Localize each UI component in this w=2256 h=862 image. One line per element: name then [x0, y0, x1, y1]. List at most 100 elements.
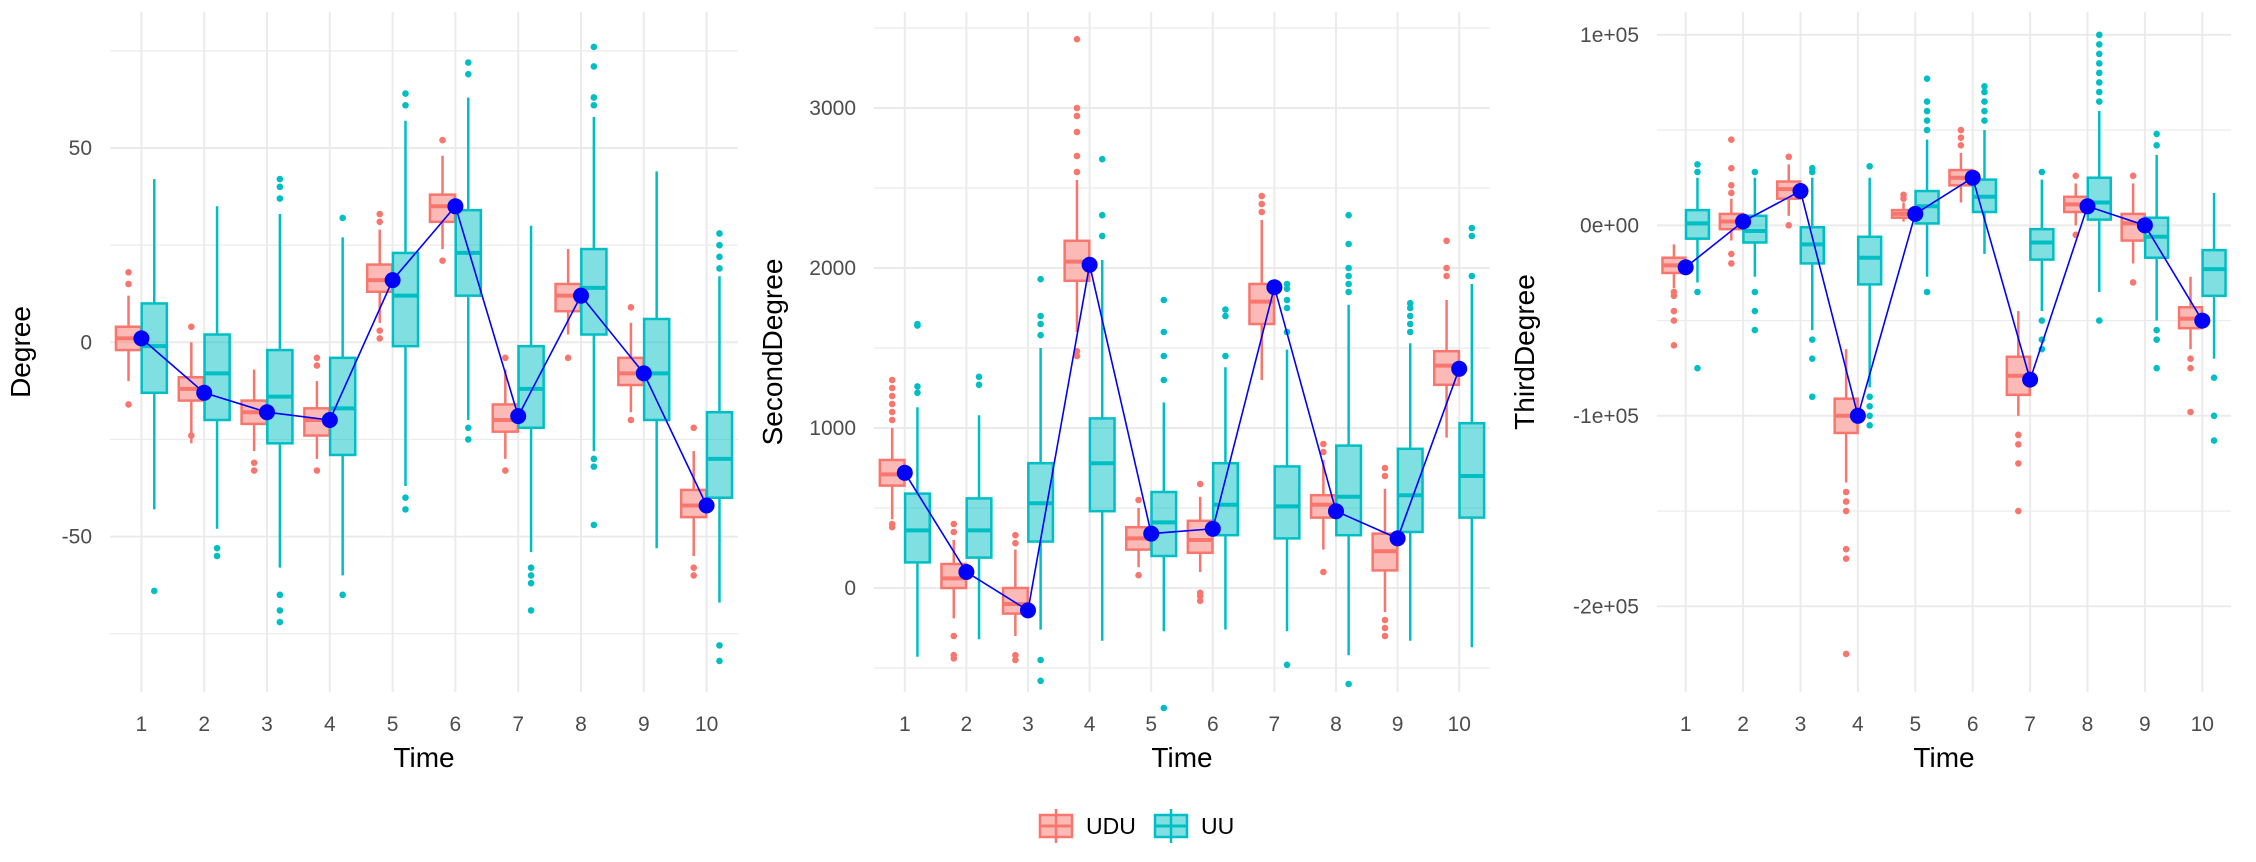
- outlier-point: [1037, 656, 1044, 664]
- outlier-point: [590, 63, 598, 70]
- outlier-point: [888, 416, 896, 424]
- outlier-point: [1842, 650, 1850, 658]
- box-uu: [1088, 155, 1116, 641]
- box-udu: [940, 520, 968, 662]
- outlier-point: [1406, 320, 1414, 328]
- outlier-point: [1808, 355, 1816, 362]
- outlier-point: [1283, 285, 1291, 293]
- x-tick-label: 5: [1909, 713, 1921, 736]
- panel-degree: -50 0 50 1 2 3 4 5 6 7 8 9 10 Time Degree: [5, 12, 738, 773]
- outlier-point: [1923, 117, 1931, 124]
- box-udu: [1371, 464, 1399, 640]
- outlier-point: [376, 210, 384, 218]
- outlier-point: [2153, 336, 2160, 343]
- outlier-point: [2153, 142, 2160, 149]
- outlier-point: [975, 381, 983, 389]
- outlier-point: [188, 432, 195, 439]
- outlier-point: [2129, 172, 2137, 180]
- outlier-point: [1160, 376, 1168, 384]
- box-udu: [554, 249, 582, 362]
- mean-point: [321, 412, 338, 428]
- outlier-point: [1345, 240, 1352, 248]
- box-uu: [1914, 75, 1940, 296]
- outlier-point: [1923, 126, 1931, 134]
- box-uu: [1211, 306, 1239, 630]
- outlier-point: [1345, 280, 1352, 288]
- mean-point: [1328, 503, 1344, 520]
- outlier-point: [1443, 237, 1450, 245]
- outlier-point: [975, 373, 983, 381]
- outlier-point: [1160, 352, 1168, 360]
- mean-point: [896, 464, 913, 481]
- x-tick-label: 4: [1084, 713, 1096, 736]
- y-tick-label: 1000: [809, 417, 856, 440]
- outlier-point: [1381, 616, 1389, 624]
- outlier-point: [590, 455, 598, 463]
- y-tick-label: -1e+05: [1573, 405, 1639, 428]
- outlier-point: [2095, 41, 2103, 48]
- outlier-point: [1196, 597, 1204, 605]
- box-uu: [454, 59, 483, 443]
- outlier-point: [1037, 331, 1044, 339]
- mean-point: [133, 330, 150, 347]
- box-uu: [580, 43, 608, 529]
- outlier-point: [1842, 507, 1850, 515]
- y-axis-title: SecondDegree: [757, 259, 788, 446]
- box-uu: [965, 373, 993, 640]
- outlier-point: [1345, 680, 1352, 688]
- x-tick-label: 9: [1392, 713, 1404, 736]
- outlier-point: [914, 320, 921, 328]
- outlier-point: [125, 401, 132, 408]
- legend-label-uu: UU: [1201, 813, 1234, 839]
- x-tick-label: 2: [198, 713, 210, 736]
- x-tick-label: 3: [261, 713, 273, 736]
- box-iqr: [1396, 447, 1424, 534]
- box-uu: [1150, 296, 1178, 712]
- outlier-point: [1345, 264, 1352, 272]
- outlier-point: [1670, 342, 1678, 349]
- outlier-point: [376, 335, 384, 342]
- outlier-point: [1785, 222, 1793, 229]
- outlier-point: [1842, 488, 1850, 496]
- mean-point: [1204, 520, 1221, 537]
- box-uu: [1742, 168, 1768, 334]
- mean-point: [1735, 213, 1752, 230]
- outlier-point: [1923, 288, 1931, 296]
- x-axis-title: Time: [1151, 742, 1212, 773]
- outlier-point: [1957, 142, 1965, 149]
- outlier-point: [1751, 326, 1759, 334]
- outlier-point: [2153, 326, 2160, 334]
- mean-line: [1685, 176, 2203, 419]
- x-tick-label: 5: [1145, 713, 1157, 736]
- outlier-point: [250, 459, 258, 467]
- outlier-point: [1670, 317, 1678, 324]
- x-tick-label: 10: [695, 713, 718, 736]
- outlier-point: [1443, 272, 1450, 280]
- outlier-point: [950, 528, 958, 536]
- outlier-point: [1320, 448, 1327, 456]
- outlier-point: [690, 564, 698, 571]
- outlier-point: [590, 521, 598, 529]
- outlier-point: [1012, 656, 1019, 664]
- y-axis-title: ThirdDegree: [1509, 274, 1540, 430]
- x-tick-label: 6: [450, 713, 462, 736]
- mean-point: [698, 497, 715, 514]
- mean-point: [2022, 371, 2039, 388]
- x-tick-label: 4: [1852, 713, 1864, 736]
- outlier-point: [439, 257, 446, 264]
- outlier-point: [914, 389, 921, 397]
- x-tick-label: 8: [1330, 713, 1342, 736]
- outlier-point: [1012, 651, 1019, 659]
- outlier-point: [1751, 307, 1759, 315]
- mean-point: [1849, 407, 1866, 424]
- outlier-point: [950, 520, 958, 528]
- x-tick-label: 3: [1795, 713, 1807, 736]
- box-uu: [2029, 168, 2055, 353]
- outlier-point: [527, 607, 535, 614]
- outlier-point: [464, 424, 472, 432]
- series-uu: [140, 43, 734, 665]
- mean-point: [2194, 312, 2211, 329]
- outlier-point: [1785, 153, 1793, 161]
- outlier-point: [716, 230, 723, 237]
- box-uu: [2086, 31, 2112, 324]
